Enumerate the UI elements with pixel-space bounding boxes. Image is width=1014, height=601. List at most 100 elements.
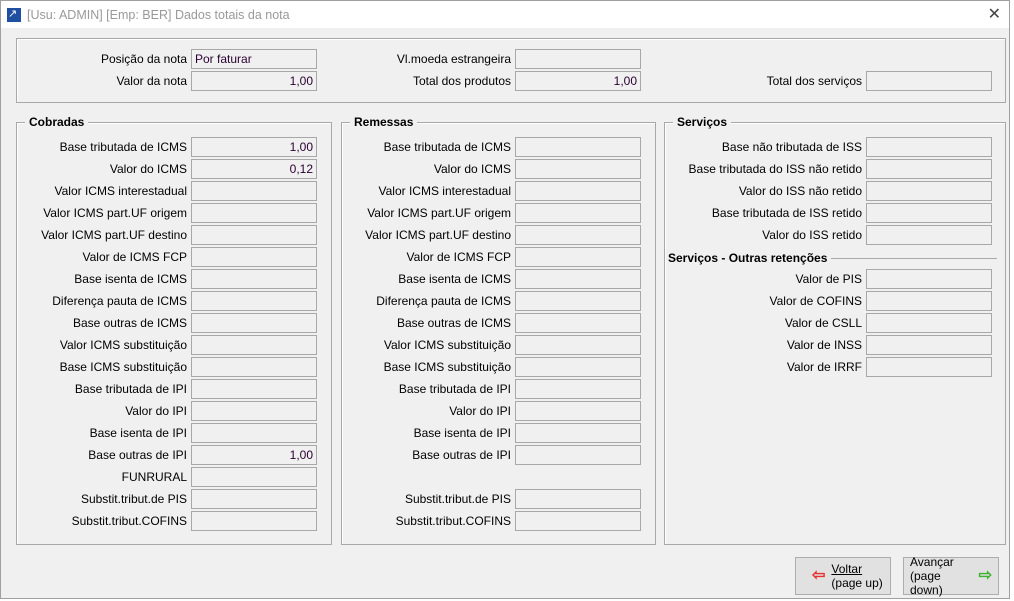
total-servicos-field[interactable]	[866, 71, 992, 91]
cobradas-item-label: Valor do IPI	[125, 404, 187, 418]
cobradas-item-row: Base outras de IPI 1,00	[19, 445, 317, 465]
outras-retencoes-item-field[interactable]	[866, 291, 992, 311]
remessas-item-field[interactable]	[515, 137, 641, 157]
cobradas-item-field[interactable]	[191, 335, 317, 355]
remessas-item-label: Valor ICMS part.UF destino	[365, 228, 511, 242]
remessas-item-label: Base isenta de IPI	[413, 426, 511, 440]
remessas-item-field[interactable]	[515, 313, 641, 333]
valor-nota-row: Valor da nota 1,00	[21, 71, 317, 91]
cobradas-item-field[interactable]	[191, 401, 317, 421]
vl-moeda-estrangeira-field[interactable]	[515, 49, 641, 69]
remessas-item-row: Base tributada de ICMS	[343, 137, 641, 157]
voltar-button[interactable]: ⇦ Voltar (page up)	[795, 557, 891, 595]
remessas-item-field[interactable]	[515, 247, 641, 267]
posicao-nota-label: Posição da nota	[100, 52, 187, 66]
outras-retencoes-item-row: Valor de IRRF	[670, 357, 992, 377]
remessas-item-field[interactable]	[515, 291, 641, 311]
cobradas-item-field[interactable]	[191, 511, 317, 531]
remessas-item-label: Valor do ICMS	[433, 162, 511, 176]
posicao-nota-field[interactable]: Por faturar	[191, 49, 317, 69]
title-bar: [Usu: ADMIN] [Emp: BER] Dados totais da …	[1, 1, 1009, 28]
vl-moeda-estrangeira-row: Vl.moeda estrangeira	[345, 49, 641, 69]
remessas-item-field[interactable]	[515, 225, 641, 245]
remessas-item-row: Base outras de ICMS	[343, 313, 641, 333]
cobradas-item-field[interactable]: 1,00	[191, 445, 317, 465]
remessas-item-label: Base outras de IPI	[412, 448, 511, 462]
servicos-item-field[interactable]	[866, 159, 992, 179]
outras-retencoes-item-label: Valor de INSS	[786, 338, 862, 352]
cobradas-item-field[interactable]	[191, 181, 317, 201]
outras-retencoes-item-label: Valor de IRRF	[786, 360, 862, 374]
remessas-item-row: Valor ICMS interestadual	[343, 181, 641, 201]
cobradas-item-row: Diferença pauta de ICMS	[19, 291, 317, 311]
cobradas-item-row: Substit.tribut.de PIS	[19, 489, 317, 509]
valor-nota-field[interactable]: 1,00	[191, 71, 317, 91]
remessas-item-row: Valor ICMS part.UF origem	[343, 203, 641, 223]
servicos-item-field[interactable]	[866, 203, 992, 223]
remessas-item-field[interactable]	[515, 159, 641, 179]
avancar-button[interactable]: Avançar (page down) ⇨	[903, 555, 999, 597]
servicos-item-field[interactable]	[866, 137, 992, 157]
cobradas-item-row: Base isenta de IPI	[19, 423, 317, 443]
remessas-item-label: Substit.tribut.de PIS	[404, 492, 511, 506]
servicos-item-field[interactable]	[866, 225, 992, 245]
cobradas-item-label: Valor ICMS part.UF origem	[43, 206, 187, 220]
remessas-item-field[interactable]	[515, 511, 641, 531]
remessas-item-field[interactable]	[515, 379, 641, 399]
cobradas-item-field[interactable]	[191, 313, 317, 333]
outras-retencoes-item-field[interactable]	[866, 357, 992, 377]
cobradas-item-field[interactable]: 0,12	[191, 159, 317, 179]
remessas-item-field[interactable]	[515, 269, 641, 289]
cobradas-item-row: Base tributada de IPI	[19, 379, 317, 399]
outras-retencoes-item-field[interactable]	[866, 269, 992, 289]
cobradas-item-label: Base isenta de ICMS	[74, 272, 187, 286]
cobradas-item-field[interactable]	[191, 423, 317, 443]
remessas-item-field[interactable]	[515, 181, 641, 201]
servicos-group: Serviços	[664, 115, 1006, 545]
remessas-item-field[interactable]	[515, 357, 641, 377]
remessas-item-field[interactable]	[515, 445, 641, 465]
remessas-item-label: Base ICMS substituição	[383, 360, 511, 374]
remessas-item-field[interactable]	[515, 423, 641, 443]
remessas-item-row: Valor do IPI	[343, 401, 641, 421]
servicos-item-field[interactable]	[866, 181, 992, 201]
remessas-item-row: Base ICMS substituição	[343, 357, 641, 377]
remessas-item-label: Valor do IPI	[449, 404, 511, 418]
close-icon[interactable]: ✕	[987, 6, 1001, 23]
remessas-item-field[interactable]	[515, 489, 641, 509]
remessas-item-row: Valor ICMS substituição	[343, 335, 641, 355]
total-servicos-label: Total dos serviços	[766, 74, 862, 88]
remessas-item-row: Valor do ICMS	[343, 159, 641, 179]
cobradas-item-label: Substit.tribut.COFINS	[71, 514, 187, 528]
cobradas-item-field[interactable]	[191, 247, 317, 267]
window-title: [Usu: ADMIN] [Emp: BER] Dados totais da …	[27, 7, 290, 22]
cobradas-item-field[interactable]	[191, 291, 317, 311]
remessas-item-field[interactable]	[515, 335, 641, 355]
cobradas-item-field[interactable]	[191, 379, 317, 399]
outras-retencoes-item-field[interactable]	[866, 313, 992, 333]
valor-nota-label: Valor da nota	[116, 74, 188, 88]
cobradas-item-field[interactable]	[191, 269, 317, 289]
cobradas-item-label: Substit.tribut.de PIS	[80, 492, 187, 506]
remessas-group: Remessas	[341, 115, 656, 545]
cobradas-item-field[interactable]	[191, 357, 317, 377]
cobradas-item-field[interactable]	[191, 225, 317, 245]
total-servicos-row: Total dos serviços	[696, 71, 992, 91]
cobradas-item-row: FUNRURAL	[19, 467, 317, 487]
outras-retencoes-item-field[interactable]	[866, 335, 992, 355]
outras-retencoes-item-row: Valor de INSS	[670, 335, 992, 355]
cobradas-item-row: Valor ICMS interestadual	[19, 181, 317, 201]
cobradas-item-field[interactable]	[191, 203, 317, 223]
vl-moeda-estrangeira-label: Vl.moeda estrangeira	[396, 52, 511, 66]
total-produtos-field[interactable]: 1,00	[515, 71, 641, 91]
outras-retencoes-item-label: Valor de PIS	[795, 272, 862, 286]
cobradas-item-field[interactable]: 1,00	[191, 137, 317, 157]
voltar-shortcut: (page up)	[831, 576, 883, 590]
remessas-item-field[interactable]	[515, 203, 641, 223]
remessas-item-label: Diferença pauta de ICMS	[376, 294, 511, 308]
cobradas-item-field[interactable]	[191, 489, 317, 509]
remessas-item-field[interactable]	[515, 401, 641, 421]
cobradas-item-label: Valor ICMS substituição	[59, 338, 187, 352]
cobradas-item-field[interactable]	[191, 467, 317, 487]
